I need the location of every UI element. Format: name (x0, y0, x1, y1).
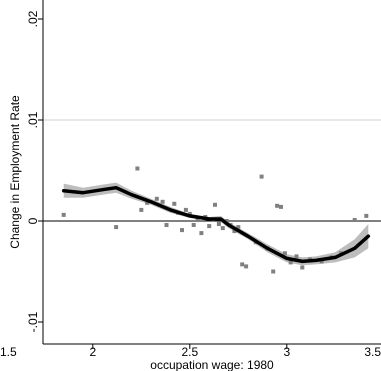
scatter-point (135, 166, 140, 171)
scatter-point (172, 201, 177, 206)
scatter-point (216, 222, 221, 226)
x-axis-ticks: 1.5 2 2.5 3 3.5 (0, 344, 381, 359)
scatter-point (160, 199, 165, 204)
scatter-point (240, 262, 245, 267)
scatter-point (319, 259, 324, 264)
scatter-point (259, 174, 264, 179)
y-axis-ticks: -.01 0 .01 .02 (26, 10, 43, 332)
scatter-point (288, 260, 293, 265)
scatter-point (294, 254, 299, 259)
x-tick-label: 3.5 (364, 345, 381, 359)
scatter-point (187, 211, 192, 216)
x-tick-label: 1.5 (0, 345, 17, 359)
scatter-point (220, 226, 225, 231)
scatter-point (139, 207, 144, 212)
scatter-point (199, 231, 204, 236)
scatter-point (244, 264, 249, 269)
scatter-point (180, 228, 184, 233)
scatter-point (114, 225, 119, 230)
scatter-point (232, 229, 237, 234)
scatter-point (145, 200, 150, 205)
x-tick-label: 3 (283, 345, 290, 359)
scatter-point (183, 207, 188, 212)
smooth-line (61, 185, 371, 264)
scatter-point (164, 223, 169, 227)
scatter-point (364, 213, 369, 218)
scatter-point (282, 251, 287, 256)
y-tick-label: .01 (26, 111, 40, 128)
scatter-point (195, 217, 200, 221)
scatter-point (300, 265, 305, 270)
y-axis-title: Change in Employment Rate (8, 95, 22, 249)
scatter-point (213, 202, 217, 207)
scatter-point (61, 212, 66, 217)
smooth-fit-line (61, 185, 371, 264)
y-tick-label: .02 (26, 10, 40, 27)
y-tick-label: -.01 (26, 311, 40, 332)
scatter-point (279, 204, 283, 209)
scatter-point (224, 219, 229, 223)
x-tick-label: 2 (89, 345, 96, 359)
scatter-point (154, 196, 159, 201)
y-tick-label: 0 (26, 217, 40, 224)
scatter-point (275, 203, 280, 208)
axes (42, 0, 381, 345)
scatter-point (191, 223, 196, 227)
scatter-point (352, 218, 357, 222)
plot-area (43, 0, 381, 344)
x-axis-title: occupation wage: 1980 (150, 358, 274, 371)
x-tick-label: 2.5 (181, 345, 198, 359)
scatter-point (236, 225, 241, 230)
scatter-point (207, 224, 212, 229)
scatter-point (271, 269, 276, 274)
